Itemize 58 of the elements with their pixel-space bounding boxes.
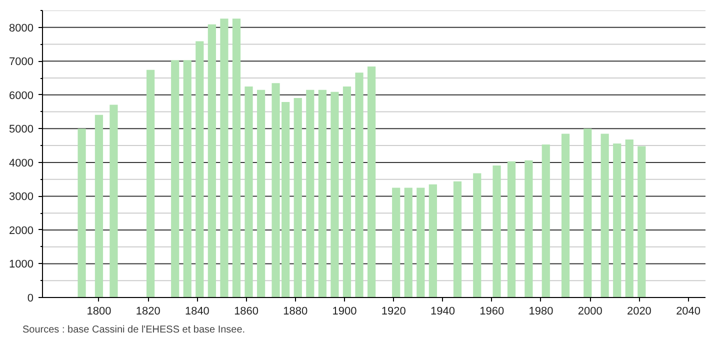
x-tick-label: 1900 — [332, 306, 357, 318]
x-tick-label: 1820 — [136, 306, 160, 318]
bar — [196, 41, 204, 298]
y-tick-label: 3000 — [9, 191, 34, 204]
bar — [78, 128, 86, 298]
bar — [171, 60, 180, 298]
bar — [428, 184, 437, 298]
x-tick-label: 2000 — [578, 306, 602, 318]
y-tick-label: 7000 — [9, 56, 34, 68]
bar — [453, 181, 462, 298]
bar — [625, 139, 634, 298]
x-tick-label: 1860 — [234, 306, 259, 318]
bar — [638, 146, 646, 298]
bar — [232, 18, 241, 298]
bar — [584, 128, 592, 298]
bar — [542, 144, 550, 298]
bar — [392, 188, 400, 298]
y-tick-label: 0 — [27, 292, 34, 304]
bar — [318, 90, 326, 298]
x-tick-label: 1980 — [528, 306, 554, 318]
bar — [146, 70, 155, 298]
x-tick-label: 1920 — [381, 306, 406, 318]
bar — [183, 60, 192, 298]
bar — [294, 98, 302, 298]
bar — [208, 24, 216, 298]
bar — [613, 144, 622, 298]
x-tick-label: 2040 — [676, 306, 701, 318]
x-tick-label: 1880 — [283, 306, 308, 318]
bar — [507, 161, 516, 298]
bar — [94, 114, 104, 298]
bar — [492, 165, 501, 298]
bar — [355, 72, 364, 298]
bar — [473, 173, 482, 298]
x-tick-label: 2020 — [626, 306, 652, 318]
x-tick-label: 1940 — [430, 306, 456, 318]
bar — [342, 86, 352, 298]
bar — [110, 104, 118, 298]
bar — [600, 134, 609, 298]
bar — [330, 92, 339, 298]
bar — [256, 90, 266, 298]
y-tick-label: 1000 — [9, 258, 34, 271]
bar — [244, 86, 253, 298]
y-tick-label: 5000 — [9, 124, 34, 136]
y-tick-label: 2000 — [9, 224, 34, 237]
bar — [524, 160, 533, 298]
y-tick-label: 6000 — [9, 90, 34, 102]
x-tick-label: 1800 — [86, 306, 112, 318]
x-tick-label: 1840 — [184, 306, 210, 318]
bar — [561, 134, 570, 298]
y-tick-label: 4000 — [9, 157, 34, 170]
bar — [367, 66, 376, 298]
bar — [220, 18, 228, 298]
source-note: Sources : base Cassini de l'EHESS et base Insee. — [22, 324, 246, 336]
x-tick-label: 1960 — [480, 306, 504, 318]
bar — [306, 90, 314, 298]
bar — [416, 188, 425, 298]
bar — [404, 188, 412, 298]
y-tick-label: 8000 — [9, 22, 34, 34]
